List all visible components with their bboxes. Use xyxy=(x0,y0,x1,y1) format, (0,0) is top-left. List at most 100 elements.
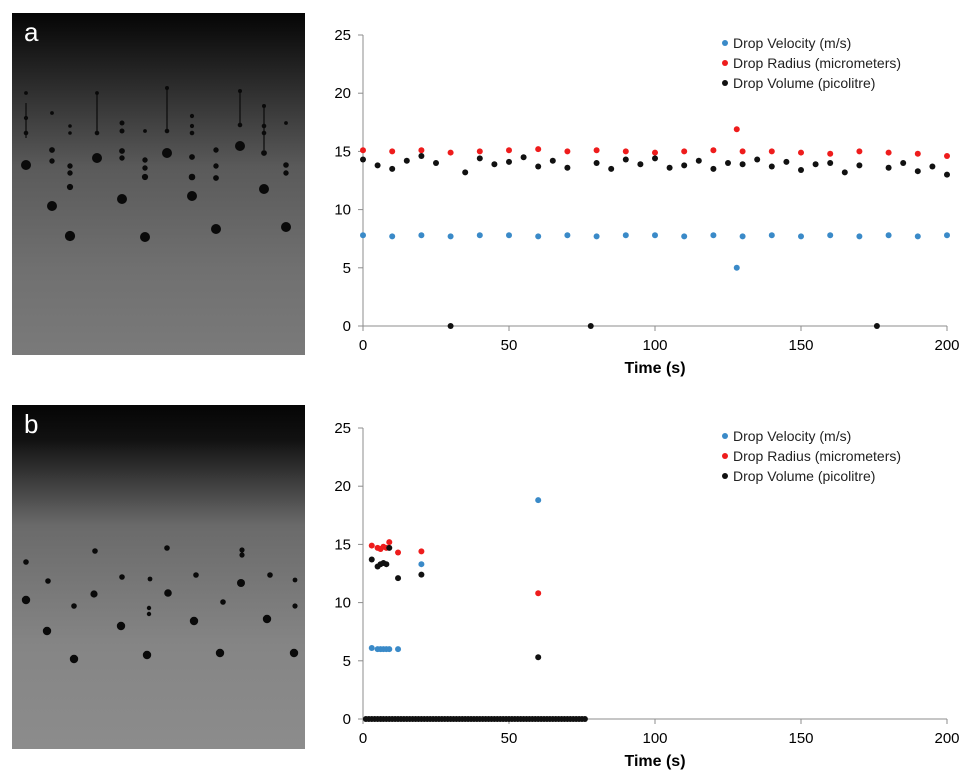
data-point xyxy=(768,148,775,155)
data-point xyxy=(622,148,629,155)
droplet xyxy=(292,603,298,609)
data-point xyxy=(418,561,425,568)
data-point xyxy=(652,232,658,239)
droplet xyxy=(238,89,242,93)
data-point xyxy=(581,716,588,722)
droplet xyxy=(67,170,73,176)
data-point xyxy=(739,233,746,240)
droplet xyxy=(239,552,245,558)
droplet xyxy=(146,605,152,611)
droplet xyxy=(92,548,98,554)
data-point xyxy=(593,147,600,154)
data-point xyxy=(360,156,366,163)
legend-entry: Drop Radius (micrometers) xyxy=(733,448,901,464)
data-point xyxy=(768,163,775,170)
data-point xyxy=(798,167,804,174)
droplet xyxy=(188,173,196,181)
droplet xyxy=(142,650,152,660)
data-point xyxy=(368,556,375,563)
droplet xyxy=(164,589,172,597)
data-point xyxy=(506,158,512,165)
y-tick-label: 20 xyxy=(334,478,351,495)
droplet xyxy=(90,590,98,598)
x-tick-label: 100 xyxy=(642,337,667,354)
droplet xyxy=(94,130,100,136)
droplet xyxy=(23,130,29,136)
data-point xyxy=(506,147,512,154)
droplet xyxy=(235,141,245,151)
x-tick-label: 0 xyxy=(359,337,367,354)
droplet xyxy=(68,124,72,128)
data-point xyxy=(914,150,921,157)
data-point xyxy=(447,323,454,329)
droplet xyxy=(66,183,74,191)
data-point xyxy=(587,323,594,329)
droplet xyxy=(292,577,298,583)
data-point xyxy=(476,148,483,155)
data-point xyxy=(914,233,921,240)
data-point xyxy=(383,561,390,568)
chart-b: 0 5 10 15 20 25 0 50 100 150 200 Time (s) Drop Veloc… xyxy=(310,403,963,772)
droplet xyxy=(189,113,195,119)
droplet xyxy=(117,194,127,204)
droplet xyxy=(193,572,199,578)
droplet xyxy=(116,621,126,631)
chart-a-plot: 0 5 10 15 20 25 0 50 100 150 200 Time (s) Drop Veloc… xyxy=(334,27,959,377)
data-point xyxy=(418,548,425,555)
data-point xyxy=(944,171,950,178)
data-point xyxy=(418,153,425,160)
data-point xyxy=(798,233,804,240)
data-point xyxy=(389,165,396,172)
data-point xyxy=(783,158,790,165)
droplet xyxy=(64,230,76,242)
data-point xyxy=(681,162,688,169)
x-tick-label: 50 xyxy=(501,730,518,747)
data-point xyxy=(549,157,556,164)
droplet xyxy=(21,595,31,605)
chart-b-plot: 0 5 10 15 20 25 0 50 100 150 200 Time (s) Drop Veloc… xyxy=(334,420,959,770)
data-point xyxy=(491,161,498,168)
series-b-0 xyxy=(368,497,542,653)
droplet xyxy=(24,91,28,95)
droplet xyxy=(23,559,29,565)
data-point xyxy=(593,160,600,167)
data-point xyxy=(622,232,629,239)
data-point xyxy=(389,233,396,240)
data-point xyxy=(608,165,615,172)
droplet-image-b: b xyxy=(12,405,305,749)
data-point xyxy=(768,232,775,239)
droplet xyxy=(189,154,195,160)
data-point xyxy=(395,549,402,556)
y-tick-label: 10 xyxy=(334,595,351,612)
droplet xyxy=(261,150,267,156)
data-point xyxy=(652,155,658,162)
droplet xyxy=(213,175,219,181)
droplet xyxy=(141,173,149,181)
droplet xyxy=(42,626,52,636)
data-point xyxy=(914,168,921,175)
droplet xyxy=(21,160,31,170)
data-point xyxy=(710,147,717,154)
droplet xyxy=(267,572,273,578)
droplet xyxy=(67,163,73,169)
series-a-1 xyxy=(360,126,950,160)
data-point xyxy=(535,654,542,661)
legend-entry: Drop Velocity (m/s) xyxy=(733,35,851,51)
data-point xyxy=(535,233,542,240)
droplet xyxy=(261,130,267,136)
data-point xyxy=(725,160,731,167)
droplet xyxy=(147,576,153,582)
droplet xyxy=(68,131,72,135)
droplet xyxy=(237,579,245,587)
data-point xyxy=(418,571,425,578)
droplet xyxy=(45,578,51,584)
droplet-image-b-canvas xyxy=(12,405,305,749)
legend-marker xyxy=(722,60,728,66)
data-point xyxy=(535,590,542,597)
x-axis-title: Time (s) xyxy=(624,753,685,770)
droplet xyxy=(142,165,148,171)
chart-a: 0 5 10 15 20 25 0 50 100 150 200 Time (s) Drop Veloc… xyxy=(310,10,963,390)
droplet xyxy=(164,545,170,551)
droplet xyxy=(239,547,245,553)
droplet xyxy=(281,222,291,232)
